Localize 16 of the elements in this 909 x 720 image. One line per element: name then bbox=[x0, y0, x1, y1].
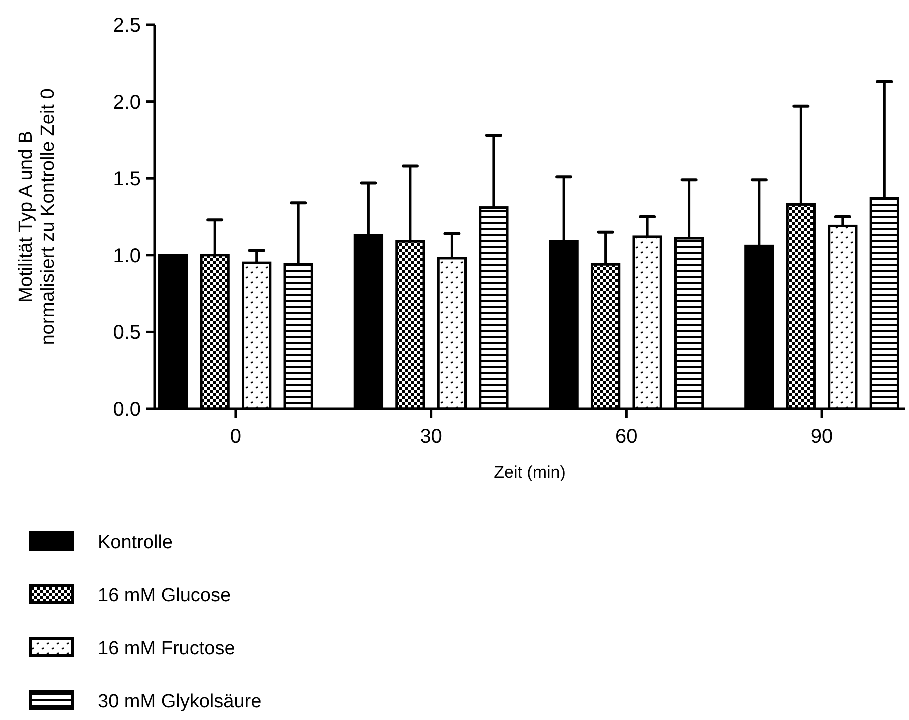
x-axis-title: Zeit (min) bbox=[494, 463, 566, 482]
y-axis-title: Motilität Typ A und B normalisiert zu Kontrolle Zeit 0 bbox=[16, 88, 59, 346]
y-tick-label: 0.5 bbox=[113, 322, 141, 344]
legend-label: 16 mM Fructose bbox=[98, 638, 236, 660]
legend-label: Kontrolle bbox=[98, 532, 173, 554]
x-tick-label: 0 bbox=[230, 426, 242, 448]
legend-label: 16 mM Glucose bbox=[98, 586, 232, 607]
x-tick-label: 90 bbox=[810, 426, 834, 448]
y-tick-label: 1.0 bbox=[113, 245, 141, 268]
y-tick-label: 2.5 bbox=[113, 15, 141, 37]
y-tick-label: 0.0 bbox=[113, 399, 141, 421]
legend-label: 30 mM Glykolsäure bbox=[98, 692, 262, 713]
x-tick-label: 30 bbox=[420, 426, 442, 448]
x-tick-label: 60 bbox=[616, 426, 638, 448]
y-tick-label: 2.0 bbox=[113, 92, 141, 114]
y-tick-label: 1.5 bbox=[113, 168, 141, 191]
